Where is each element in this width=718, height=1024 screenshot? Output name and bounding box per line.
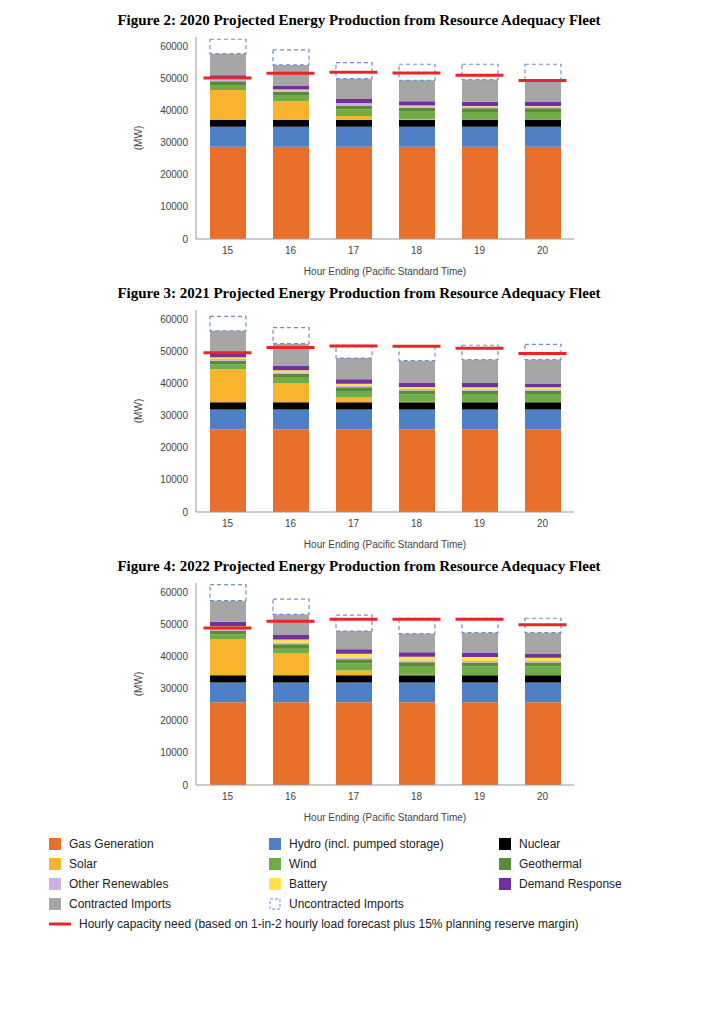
html-text:Uncontracted Imports: Uncontracted Imports — [289, 897, 404, 911]
html-text:Hydro (incl. pumped storage): Hydro (incl. pumped storage) — [289, 837, 444, 851]
svg-text:19: 19 — [474, 518, 486, 529]
svg-text:20000: 20000 — [160, 169, 188, 180]
svg-text:0: 0 — [182, 234, 188, 245]
svg-text:18: 18 — [411, 518, 423, 529]
html-text:Gas Generation: Gas Generation — [69, 837, 154, 851]
svg-text:20000: 20000 — [160, 442, 188, 453]
svg-text:19: 19 — [474, 791, 486, 802]
html-text:Geothermal: Geothermal — [519, 857, 582, 871]
html-text:Figure 3: 2021 Projected Energ: Figure 3: 2021 Projected Energy Producti… — [117, 285, 601, 301]
svg-text:(MW): (MW) — [133, 399, 144, 423]
svg-text:20: 20 — [537, 245, 549, 256]
svg-text:30000: 30000 — [160, 683, 188, 694]
html-text:Demand Response: Demand Response — [519, 877, 622, 891]
svg-text:60000: 60000 — [160, 314, 188, 325]
html-text:Other Renewables: Other Renewables — [69, 877, 169, 891]
svg-text:0: 0 — [182, 507, 188, 518]
svg-text:19: 19 — [474, 245, 486, 256]
svg-text:50000: 50000 — [160, 346, 188, 357]
html-text:Wind: Wind — [289, 857, 317, 871]
svg-text:16: 16 — [285, 245, 297, 256]
html-text:Battery: Battery — [289, 877, 327, 891]
svg-text:15: 15 — [222, 245, 234, 256]
svg-text:20000: 20000 — [160, 715, 188, 726]
html-text:Figure 2: 2020 Projected Energ: Figure 2: 2020 Projected Energy Producti… — [117, 12, 601, 28]
svg-text:60000: 60000 — [160, 587, 188, 598]
svg-text:10000: 10000 — [160, 201, 188, 212]
svg-text:Hour Ending (Pacific Standard: Hour Ending (Pacific Standard Time) — [304, 539, 466, 550]
svg-text:50000: 50000 — [160, 619, 188, 630]
svg-text:15: 15 — [222, 518, 234, 529]
html-text:Contracted Imports: Contracted Imports — [69, 897, 171, 911]
svg-text:50000: 50000 — [160, 73, 188, 84]
svg-text:(MW): (MW) — [133, 126, 144, 150]
html-text:Nuclear: Nuclear — [519, 837, 561, 851]
svg-text:30000: 30000 — [160, 137, 188, 148]
svg-text:40000: 40000 — [160, 105, 188, 116]
svg-text:15: 15 — [222, 791, 234, 802]
svg-text:18: 18 — [411, 245, 423, 256]
svg-text:Hour Ending (Pacific Standard: Hour Ending (Pacific Standard Time) — [304, 812, 466, 823]
svg-text:60000: 60000 — [160, 41, 188, 52]
svg-text:17: 17 — [348, 791, 360, 802]
html-text:Figure 4: 2022 Projected Energ: Figure 4: 2022 Projected Energy Producti… — [117, 558, 601, 574]
svg-text:17: 17 — [348, 518, 360, 529]
svg-text:18: 18 — [411, 791, 423, 802]
svg-text:10000: 10000 — [160, 747, 188, 758]
svg-text:17: 17 — [348, 245, 360, 256]
svg-text:40000: 40000 — [160, 651, 188, 662]
svg-text:40000: 40000 — [160, 378, 188, 389]
svg-text:10000: 10000 — [160, 474, 188, 485]
svg-text:20: 20 — [537, 518, 549, 529]
html-text:Solar: Solar — [69, 857, 97, 871]
svg-text:(MW): (MW) — [133, 672, 144, 696]
svg-text:Hour Ending (Pacific Standard: Hour Ending (Pacific Standard Time) — [304, 266, 466, 277]
svg-text:20: 20 — [537, 791, 549, 802]
html-text:Hourly capacity need (based on: Hourly capacity need (based on 1-in-2 ho… — [79, 917, 579, 931]
svg-text:0: 0 — [182, 780, 188, 791]
svg-text:30000: 30000 — [160, 410, 188, 421]
svg-text:16: 16 — [285, 518, 297, 529]
svg-text:16: 16 — [285, 791, 297, 802]
